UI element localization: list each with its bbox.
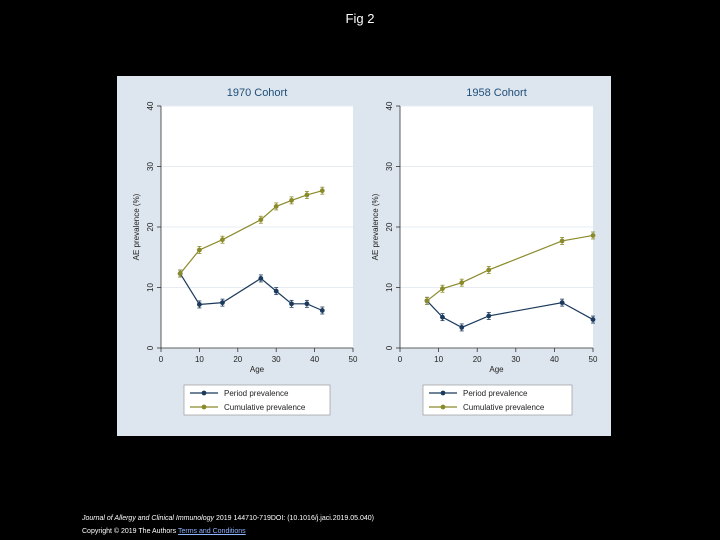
data-point-period — [590, 317, 596, 322]
data-point-period — [319, 308, 325, 313]
x-tick-label: 30 — [511, 355, 520, 364]
y-axis-label: AE prevalence (%) — [132, 193, 141, 260]
data-point-period — [220, 300, 225, 306]
figure-svg: 1970 Cohort 0 10 20 30 40 0 10 20 30 40 50 Age AE pre… — [132, 87, 598, 416]
chart-legend: Period prevalence Cumulative prevalence — [422, 384, 573, 416]
x-tick-label: 50 — [349, 355, 358, 364]
data-point-cumulative — [486, 267, 492, 273]
y-tick-label: 30 — [146, 162, 155, 171]
data-point-cumulative — [590, 233, 596, 238]
data-point-cumulative — [197, 247, 202, 253]
x-tick-label: 50 — [589, 355, 598, 364]
y-tick-label: 20 — [146, 222, 155, 231]
data-point-cumulative — [258, 217, 264, 223]
y-axis-label: AE prevalence (%) — [371, 193, 380, 260]
data-point-period — [486, 313, 492, 319]
figure-title: Fig 2 — [345, 11, 375, 26]
data-point-period — [440, 314, 445, 320]
legend-label: Period prevalence — [463, 389, 528, 398]
data-point-cumulative — [319, 188, 325, 194]
copyright-text: Copyright © 2019 The Authors — [82, 528, 177, 535]
legend-box — [422, 384, 573, 416]
caption-copyright: Copyright © 2019 The Authors Terms and C… — [82, 528, 246, 535]
data-point-cumulative — [440, 286, 445, 292]
data-point-cumulative — [273, 204, 279, 209]
data-point-period — [459, 325, 465, 330]
y-tick-label: 0 — [385, 345, 394, 350]
x-axis-label: Age — [250, 365, 265, 374]
chart-legend: Period prevalence Cumulative prevalence — [183, 384, 331, 416]
data-point-period — [258, 276, 264, 281]
data-point-cumulative — [220, 237, 225, 243]
data-point-cumulative — [559, 238, 565, 244]
y-tick-label: 0 — [146, 345, 155, 350]
x-tick-label: 30 — [272, 355, 281, 364]
x-tick-label: 20 — [233, 355, 242, 364]
data-point-cumulative — [177, 271, 183, 276]
data-point-cumulative — [304, 192, 310, 198]
x-tick-label: 0 — [159, 355, 164, 364]
x-tick-label: 20 — [473, 355, 482, 364]
x-tick-label: 0 — [398, 355, 403, 364]
data-point-period — [273, 288, 279, 294]
data-point-cumulative — [289, 197, 294, 203]
chart-panel-2: 1958 Cohort 0 10 20 30 40 0 10 20 30 40 50 Age AE pre… — [371, 87, 598, 416]
x-tick-label: 40 — [310, 355, 319, 364]
x-tick-label: 40 — [550, 355, 559, 364]
y-tick-label: 40 — [385, 101, 394, 110]
legend-swatch-marker — [440, 404, 446, 410]
series-line-cumulative — [426, 234, 594, 302]
chart-title: 1958 Cohort — [466, 87, 527, 99]
figure-panel: 1970 Cohort 0 10 20 30 40 0 10 20 30 40 50 Age AE pre… — [117, 76, 611, 436]
y-tick-label: 40 — [146, 101, 155, 110]
legend-box — [183, 384, 331, 416]
legend-label: Period prevalence — [224, 389, 289, 398]
data-point-cumulative — [459, 280, 465, 286]
x-tick-label: 10 — [434, 355, 443, 364]
legend-swatch-marker — [201, 404, 207, 410]
series-line-period — [179, 273, 323, 312]
chart-title: 1970 Cohort — [227, 87, 288, 99]
data-point-period — [559, 300, 565, 306]
data-point-cumulative — [424, 298, 430, 304]
data-point-period — [289, 301, 294, 307]
data-point-period — [197, 302, 202, 307]
journal-name: Journal of Allergy and Clinical Immunolo… — [82, 515, 215, 522]
y-tick-label: 10 — [385, 283, 394, 292]
series-line-period — [426, 300, 594, 329]
data-point-period — [304, 301, 310, 307]
chart-panel-1: 1970 Cohort 0 10 20 30 40 0 10 20 30 40 50 Age AE pre… — [132, 87, 358, 416]
legend-swatch-marker — [201, 390, 207, 396]
x-axis-label: Age — [489, 365, 504, 374]
y-tick-label: 30 — [385, 162, 394, 171]
x-tick-label: 10 — [195, 355, 204, 364]
legend-label: Cumulative prevalence — [463, 403, 545, 412]
caption-citation: Journal of Allergy and Clinical Immunolo… — [82, 515, 374, 522]
terms-and-conditions-link[interactable]: Terms and Conditions — [177, 528, 246, 535]
y-tick-label: 10 — [146, 283, 155, 292]
y-tick-label: 20 — [385, 222, 394, 231]
series-line-cumulative — [179, 190, 323, 274]
legend-label: Cumulative prevalence — [224, 403, 306, 412]
legend-swatch-marker — [440, 390, 446, 396]
citation-text: 2019 144710-719DOI: (10.1016/j.jaci.2019… — [214, 515, 374, 522]
